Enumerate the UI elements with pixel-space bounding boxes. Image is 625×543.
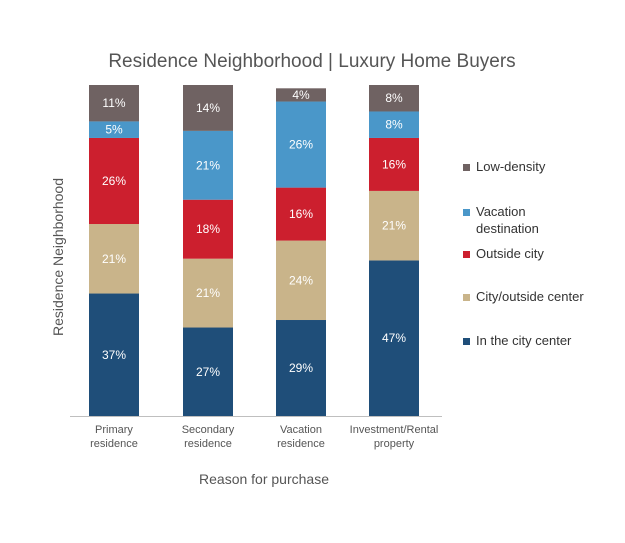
legend-label-outside-city-line-1: Outside city [476, 246, 544, 261]
x-tick-label-2-line-1: Secondary [182, 424, 235, 436]
bar-segment-vacation-destination-2 [183, 130, 233, 200]
data-label-city-outside-center-1: 21% [102, 252, 126, 266]
x-tick-label-2-line-2: residence [184, 438, 232, 450]
bar-segment-low-density-1 [89, 85, 139, 122]
data-label-in-the-city-center-2: 27% [196, 365, 220, 379]
x-tick-label-3-line-1: Vacation [280, 424, 322, 436]
bar-segment-vacation-destination-3 [276, 101, 326, 188]
data-label-in-the-city-center-3: 29% [289, 361, 313, 375]
bar-segment-in-the-city-center-2 [183, 327, 233, 416]
data-label-in-the-city-center-1: 37% [102, 348, 126, 362]
x-tick-labels: Primary residence Secondary residence Vacati… [90, 424, 438, 450]
bar-segment-city-outside-center-4 [369, 190, 419, 261]
data-label-in-the-city-center-4: 47% [382, 331, 406, 345]
legend-label-in-the-city-center-line-1: In the city center [476, 333, 572, 348]
bar-segment-outside-city-3 [276, 187, 326, 241]
data-label-city-outside-center-3: 24% [289, 273, 313, 287]
plot-area: 37% 21% 26% 5% 11% 27% 21% 18% 21% 14% 29% 24% 16% 26… [89, 85, 419, 416]
bar-segment-in-the-city-center-4 [369, 260, 419, 416]
bar-segment-vacation-destination-4 [369, 111, 419, 138]
bar-segment-outside-city-2 [183, 199, 233, 259]
data-label-vacation-destination-2: 21% [196, 158, 220, 172]
bar-segment-city-outside-center-1 [89, 224, 139, 294]
x-tick-label-4-line-1: Investment/Rental [350, 424, 439, 436]
data-label-vacation-destination-4: 8% [385, 118, 403, 132]
legend-label-low-density-line-1: Low-density [476, 159, 546, 174]
x-tick-label-4-line-2: property [374, 438, 415, 450]
bar-segment-low-density-4 [369, 85, 419, 112]
legend-swatch-in-the-city-center [463, 338, 470, 345]
data-label-outside-city-1: 26% [102, 174, 126, 188]
legend-label-vacation-destination-line-1: Vacation [476, 204, 526, 219]
x-tick-label-3-line-2: residence [277, 438, 325, 450]
bar-segment-in-the-city-center-3 [276, 320, 326, 416]
bar-segment-low-density-2 [183, 85, 233, 131]
legend-label-vacation-destination-line-2: destination [476, 221, 539, 236]
legend-swatch-low-density [463, 164, 470, 171]
bar-segment-low-density-3 [276, 88, 326, 102]
legend-swatch-city-outside-center [463, 294, 470, 301]
data-label-city-outside-center-4: 21% [382, 219, 406, 233]
bar-segment-in-the-city-center-1 [89, 293, 139, 416]
data-label-low-density-4: 8% [385, 91, 403, 105]
data-label-low-density-2: 14% [196, 101, 220, 115]
chart-title: Residence Neighborhood | Luxury Home Buy… [108, 51, 515, 72]
bar-segment-city-outside-center-2 [183, 258, 233, 328]
bar-segment-city-outside-center-3 [276, 240, 326, 321]
data-label-outside-city-2: 18% [196, 222, 220, 236]
legend-label-city-outside-center-line-1: City/outside center [476, 289, 584, 304]
bar-segment-outside-city-1 [89, 137, 139, 225]
y-axis-title: Residence Neighborhood [50, 178, 66, 336]
data-label-vacation-destination-1: 5% [105, 123, 123, 137]
data-label-city-outside-center-2: 21% [196, 286, 220, 300]
bar-segment-vacation-destination-1 [89, 121, 139, 138]
x-tick-label-1-line-1: Primary [95, 424, 133, 436]
legend-swatch-outside-city [463, 251, 470, 258]
data-label-vacation-destination-3: 26% [289, 138, 313, 152]
data-label-low-density-3: 4% [292, 88, 310, 102]
legend: Low-density Vacation destination Outside ci… [463, 159, 584, 348]
data-label-outside-city-3: 16% [289, 207, 313, 221]
bar-segment-outside-city-4 [369, 137, 419, 191]
data-label-outside-city-4: 16% [382, 157, 406, 171]
legend-swatch-vacation-destination [463, 209, 470, 216]
x-axis-title: Reason for purchase [199, 471, 329, 487]
data-label-low-density-1: 11% [102, 96, 125, 110]
x-tick-label-1-line-2: residence [90, 438, 138, 450]
